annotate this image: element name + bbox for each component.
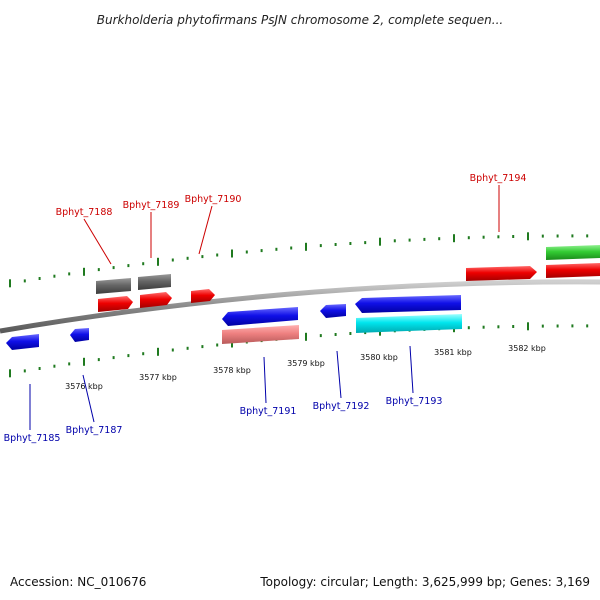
map-title: Burkholderia phytofirmans PsJN chromosom… — [97, 13, 503, 27]
upper-tick-track — [9, 232, 589, 288]
gene-feature-7187[interactable] — [70, 328, 89, 342]
leader-7190 — [198, 205, 213, 255]
gene-feature-7190[interactable] — [191, 289, 215, 303]
gene-feature-7194[interactable] — [466, 266, 537, 281]
chromosome-backbone — [0, 279, 600, 334]
gene-label-7187[interactable]: Bphyt_7187 — [66, 425, 123, 436]
gene-feature-gray-2[interactable] — [138, 274, 171, 290]
gene-feature-cyan[interactable] — [356, 314, 462, 333]
gene-feature-7191[interactable] — [222, 307, 298, 326]
gene-feature-green[interactable] — [546, 245, 600, 260]
tick-label-3579: 3579 kbp — [287, 359, 325, 368]
topology-text: Topology: circular; Length: 3,625,999 bp… — [259, 575, 590, 589]
gene-label-7185[interactable]: Bphyt_7185 — [4, 433, 61, 444]
scale-labels: 3576 kbp 3577 kbp 3578 kbp 3579 kbp 3580… — [65, 344, 546, 391]
leader-7192 — [336, 350, 342, 399]
gene-feature-7192[interactable] — [320, 304, 346, 318]
gene-label-7194[interactable]: Bphyt_7194 — [470, 173, 527, 184]
gene-feature-7185[interactable] — [6, 334, 39, 350]
gene-label-7192[interactable]: Bphyt_7192 — [313, 401, 370, 412]
gene-label-7191[interactable]: Bphyt_7191 — [240, 406, 297, 417]
gene-labels-top: Bphyt_7188 Bphyt_7189 Bphyt_7190 Bphyt_7… — [56, 173, 527, 218]
tick-label-3576: 3576 kbp — [65, 382, 103, 391]
gene-label-7189[interactable]: Bphyt_7189 — [123, 200, 180, 211]
leader-7188 — [83, 218, 112, 265]
leader-7191 — [263, 356, 267, 404]
tick-label-3578: 3578 kbp — [213, 366, 251, 375]
gene-feature-red-edge[interactable] — [546, 263, 600, 278]
gene-label-7188[interactable]: Bphyt_7188 — [56, 207, 113, 218]
gene-feature-7189[interactable] — [140, 292, 172, 308]
accession-text: Accession: NC_010676 — [10, 575, 146, 589]
upper-strand-features — [96, 245, 600, 312]
gene-labels-bottom: Bphyt_7185 Bphyt_7187 Bphyt_7191 Bphyt_7… — [4, 396, 443, 444]
lower-strand-features — [6, 295, 462, 350]
gene-label-7193[interactable]: Bphyt_7193 — [386, 396, 443, 407]
leader-7187 — [82, 374, 95, 423]
gene-feature-7193[interactable] — [355, 295, 461, 313]
gene-leader-lines — [29, 185, 500, 430]
gene-feature-7188[interactable] — [98, 296, 133, 312]
gene-label-7190[interactable]: Bphyt_7190 — [185, 194, 242, 205]
tick-label-3581: 3581 kbp — [434, 348, 472, 357]
gene-feature-gray-1[interactable] — [96, 278, 131, 294]
leader-7193 — [409, 345, 414, 394]
gene-feature-pink[interactable] — [222, 325, 299, 344]
tick-label-3580: 3580 kbp — [360, 353, 398, 362]
tick-label-3582: 3582 kbp — [508, 344, 546, 353]
tick-label-3577: 3577 kbp — [139, 373, 177, 382]
